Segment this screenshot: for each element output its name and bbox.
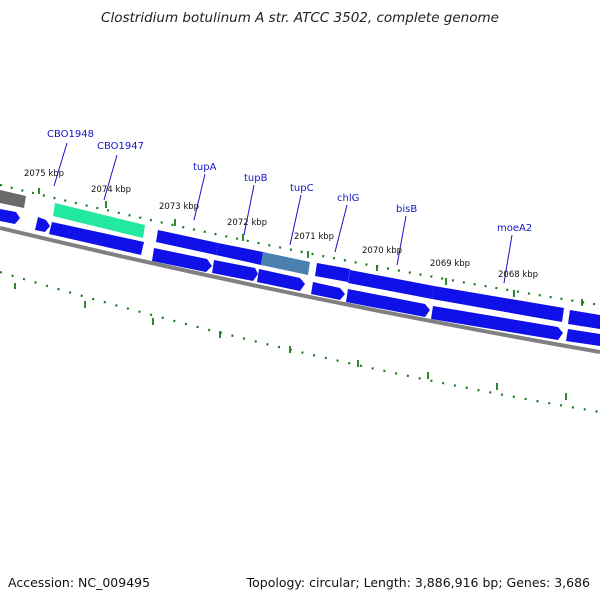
gene-moeA2[interactable] — [432, 286, 564, 322]
gene-tupB[interactable] — [216, 243, 263, 265]
gene-cds[interactable] — [257, 269, 305, 291]
tick-label-2073: 2073 kbp — [159, 202, 199, 212]
gene-label-lines — [53, 142, 513, 284]
gene-cds[interactable] — [311, 282, 345, 300]
tick-label-2068: 2068 kbp — [498, 270, 538, 280]
map-title: Clostridium botulinum A str. ATCC 3502, … — [101, 10, 499, 26]
gene-tupA[interactable] — [156, 230, 218, 255]
gene-cbo1948-highlight[interactable] — [53, 203, 145, 238]
accession-text: Accession: NC_009495 — [8, 575, 151, 590]
gene-cds[interactable] — [0, 209, 20, 224]
tick-label-2072: 2072 kbp — [227, 218, 267, 228]
gene-cds[interactable] — [346, 289, 430, 317]
gene-label-tupC: tupC — [290, 183, 314, 194]
gene-cds[interactable] — [152, 248, 212, 272]
tick-label-2069: 2069 kbp — [430, 259, 470, 269]
inner-major-ticks — [14, 283, 567, 400]
tick-label-2070: 2070 kbp — [362, 246, 402, 256]
gene-label-bisB: bisB — [396, 204, 417, 215]
gene-cds[interactable] — [566, 329, 600, 346]
reverse-strand-genes — [152, 248, 600, 346]
gene-label-tupB: tupB — [244, 173, 268, 184]
topology-text: Topology: circular; Length: 3,886,916 bp… — [246, 575, 590, 590]
gene-tupC[interactable] — [261, 252, 310, 275]
genome-backbone — [0, 226, 600, 354]
gene-cds[interactable] — [35, 217, 50, 232]
gene-cbo1947[interactable] — [49, 222, 144, 255]
gene-cds[interactable] — [212, 260, 258, 281]
outer-major-ticks — [38, 188, 583, 306]
gene-cds[interactable] — [431, 306, 563, 340]
tick-label-2075: 2075 kbp — [24, 169, 64, 179]
gene-label-chlG: chlG — [337, 193, 359, 204]
tick-label-2074: 2074 kbp — [91, 185, 131, 195]
gray-feature — [0, 190, 26, 208]
tick-label-2071: 2071 kbp — [294, 232, 334, 242]
gene-label-cbo1947: CBO1947 — [97, 141, 144, 152]
forward-strand-genes — [0, 203, 600, 329]
gene-bisB[interactable] — [348, 270, 434, 299]
gene-label-cbo1948: CBO1948 — [47, 129, 94, 140]
gene-cds[interactable] — [568, 310, 600, 329]
gene-label-moeA2: moeA2 — [497, 223, 532, 234]
gene-chlG[interactable] — [315, 263, 350, 282]
gene-label-tupA: tupA — [193, 162, 217, 173]
